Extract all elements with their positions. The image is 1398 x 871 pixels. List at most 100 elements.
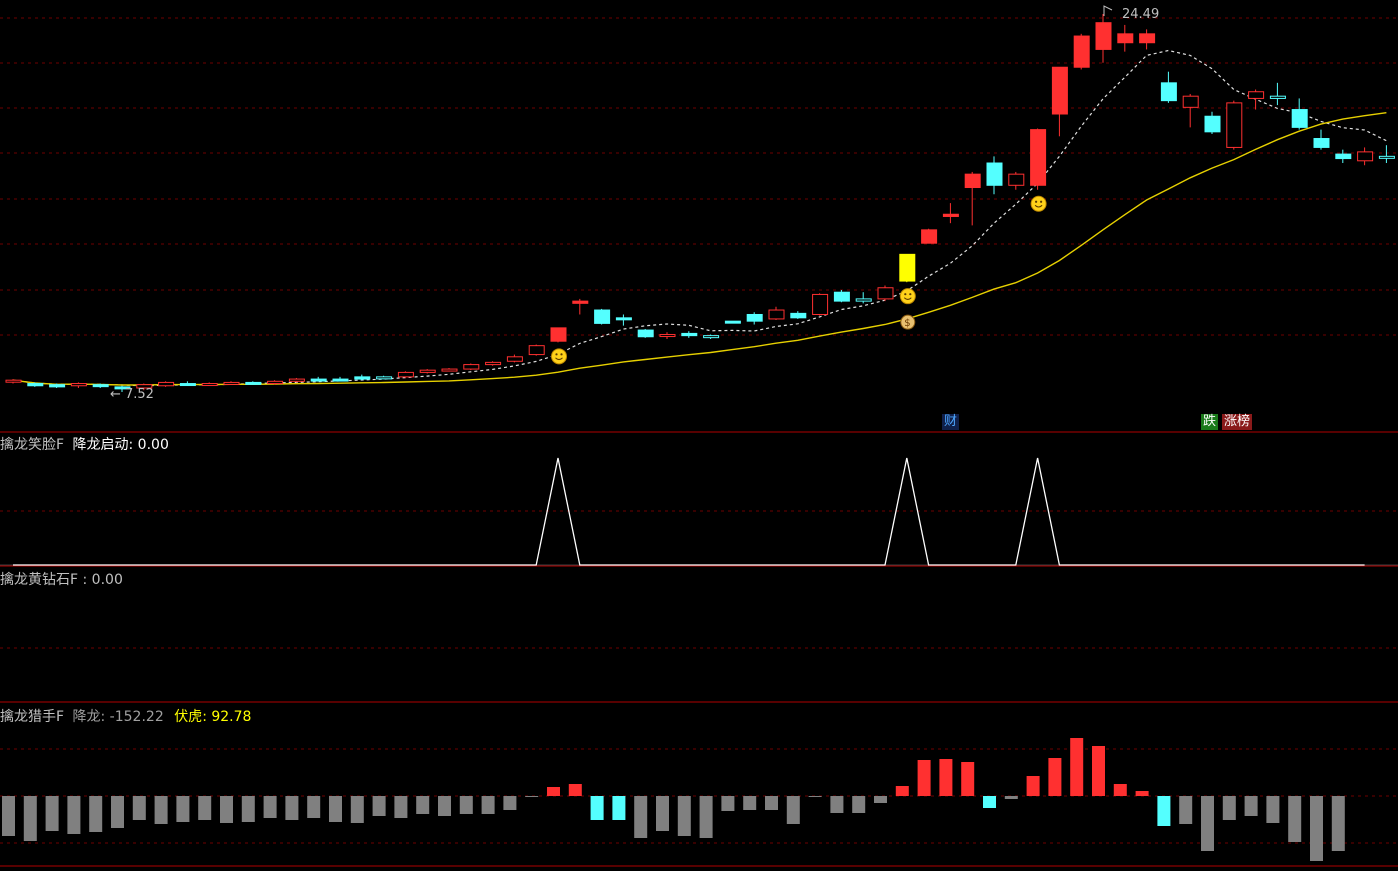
smiley-eye [909, 293, 912, 296]
hunter-bar [852, 796, 866, 813]
candle-body[interactable] [223, 381, 240, 385]
high-arrow-icon [1103, 5, 1113, 16]
candle-body[interactable] [986, 162, 1003, 186]
candle-body[interactable] [1204, 115, 1221, 133]
smiley-mouth [1034, 204, 1043, 208]
candle-body[interactable] [550, 327, 567, 342]
candle-body[interactable] [288, 378, 305, 382]
candle-body[interactable] [1051, 66, 1068, 115]
candle-body[interactable] [921, 229, 938, 244]
event-tag-die[interactable]: 跌 [1201, 414, 1219, 430]
hunter-bar [743, 796, 757, 810]
candle-body[interactable] [768, 309, 785, 320]
candle-body[interactable] [724, 320, 741, 324]
candle-body[interactable] [49, 384, 66, 388]
panel4-series2-label: 伏虎 [174, 709, 203, 725]
candle-body[interactable] [267, 380, 284, 385]
hunter-bar [1135, 791, 1149, 796]
candle-body[interactable] [572, 300, 589, 304]
hunter-bar [220, 796, 233, 823]
candle-body[interactable] [1269, 95, 1286, 99]
panel4-indicator-name[interactable]: 擒龙猎手F [0, 709, 65, 725]
candle-body[interactable] [179, 383, 196, 387]
panel2-series-label: 降龙启动 [72, 437, 129, 453]
candle-body[interactable] [681, 332, 698, 337]
panel3-indicator-name[interactable]: 擒龙黄钻石F [0, 572, 79, 588]
candle-body[interactable] [92, 384, 109, 388]
candle-body[interactable] [790, 312, 807, 319]
hunter-bar [307, 796, 321, 818]
smiley-eye [1040, 200, 1043, 203]
hunter-bar [808, 796, 822, 797]
candle-body[interactable] [637, 329, 654, 338]
candle-body[interactable] [528, 345, 545, 356]
hunter-bar [394, 796, 408, 818]
hunter-bar [939, 759, 953, 796]
candle-body[interactable] [659, 334, 676, 338]
candle-body[interactable] [855, 298, 872, 302]
candle-body[interactable] [1357, 151, 1374, 162]
candle-body[interactable] [158, 381, 175, 387]
candle-body[interactable] [877, 287, 894, 300]
candle-body[interactable] [615, 317, 632, 321]
event-tag-cai[interactable]: 财 [942, 414, 960, 430]
candle-body[interactable] [594, 309, 611, 324]
candle-body[interactable] [5, 379, 22, 383]
candle-body[interactable] [441, 368, 458, 372]
candle-body[interactable] [27, 383, 44, 387]
hunter-bar [525, 796, 539, 797]
candle-body[interactable] [1095, 22, 1112, 50]
candle-body[interactable] [703, 335, 720, 339]
money-bag-symbol: $ [904, 318, 910, 329]
panel4-header: 擒龙猎手F 降龙: -152.22 伏虎: 92.78 [0, 706, 251, 726]
candle-body[interactable] [201, 383, 218, 387]
candle-body[interactable] [1008, 173, 1025, 186]
hunter-bar [176, 796, 190, 822]
candle-body[interactable] [1073, 35, 1090, 68]
candle-body[interactable] [964, 173, 981, 189]
candle-body[interactable] [1378, 155, 1395, 159]
candle-body[interactable] [942, 213, 959, 217]
candle-body[interactable] [833, 291, 850, 302]
low-price-label: 7.52 [125, 387, 154, 402]
candle-body[interactable] [746, 313, 763, 322]
candle-body[interactable] [899, 253, 916, 282]
candle-body[interactable] [70, 383, 87, 387]
panel4-series1-label: 降龙 [72, 709, 101, 725]
candle-body[interactable] [485, 361, 502, 366]
candle-body[interactable] [1160, 82, 1177, 102]
candlestick-series [5, 14, 1395, 392]
candle-body[interactable] [463, 364, 480, 370]
candle-body[interactable] [1030, 129, 1047, 186]
candle-body[interactable] [310, 378, 327, 382]
candle-body[interactable] [1117, 33, 1134, 44]
candle-body[interactable] [1182, 95, 1199, 108]
candle-body[interactable] [506, 356, 523, 362]
candle-body[interactable] [1248, 91, 1265, 99]
hunter-bar [765, 796, 778, 810]
panel2-indicator-name[interactable]: 擒龙笑脸F [0, 437, 65, 453]
candle-body[interactable] [354, 376, 371, 380]
candle-body[interactable] [332, 378, 349, 382]
candle-body[interactable] [419, 369, 436, 373]
candle-body[interactable] [114, 386, 131, 390]
hunter-bar [372, 796, 386, 816]
candle-body[interactable] [397, 371, 414, 378]
candle-body[interactable] [1291, 109, 1308, 128]
candle-body[interactable] [376, 376, 393, 380]
candle-body[interactable] [1139, 33, 1156, 44]
hunter-histogram [2, 738, 1345, 861]
candle-body[interactable] [136, 384, 153, 389]
hunter-bar [45, 796, 59, 831]
candle-body[interactable] [812, 293, 829, 315]
candle-body[interactable] [1313, 138, 1330, 148]
candle-body[interactable] [1335, 153, 1352, 160]
hunter-bar [1113, 784, 1127, 796]
hunter-bar [699, 796, 713, 838]
candle-body[interactable] [245, 381, 262, 385]
grid-lines [0, 17, 1398, 844]
event-tag-zhangbang[interactable]: 涨榜 [1222, 414, 1253, 430]
candle-body[interactable] [1226, 102, 1243, 148]
panel3-value: : 0.00 [78, 572, 123, 588]
